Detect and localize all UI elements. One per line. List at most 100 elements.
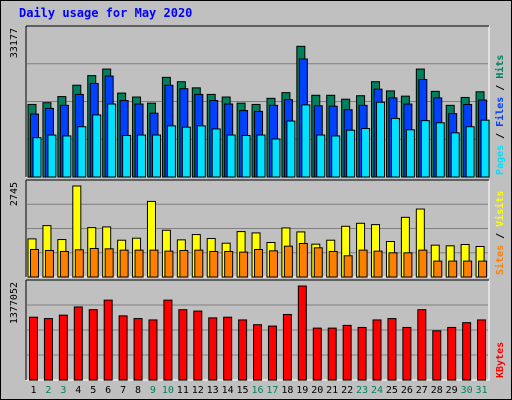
pages-bar	[211, 128, 221, 178]
ymax-label: 33177	[9, 28, 20, 58]
kbytes-bar	[43, 318, 53, 381]
day-label: 5	[90, 385, 96, 396]
kbytes-bar	[163, 299, 173, 381]
sites-bar	[59, 250, 69, 278]
sites-bar	[119, 249, 129, 278]
legend-separator: /	[495, 127, 506, 145]
sites-bar	[373, 250, 383, 278]
day-label: 21	[326, 385, 338, 396]
sites-bar	[343, 255, 353, 278]
kbytes-bar	[193, 310, 203, 381]
day-label: 19	[296, 385, 308, 396]
pages-bar	[77, 126, 87, 178]
day-label: 25	[386, 385, 398, 396]
pages-bar	[47, 134, 57, 178]
day-label: 18	[281, 385, 293, 396]
sites-bar	[179, 249, 189, 278]
kbytes-bar	[133, 318, 143, 381]
sites-bar	[209, 250, 219, 278]
kbytes-bar	[297, 285, 307, 381]
day-label: 23	[356, 385, 368, 396]
legend-separator: /	[495, 227, 506, 245]
sites-bar	[268, 250, 278, 278]
day-label: 3	[60, 385, 66, 396]
sites-bar	[149, 249, 159, 278]
kbytes-bar	[148, 319, 158, 381]
kbytes-bar	[253, 324, 263, 381]
day-label: 26	[401, 385, 413, 396]
sites-bar	[30, 248, 39, 278]
kbytes-bar	[73, 306, 83, 381]
kbytes-bar	[58, 314, 68, 381]
day-label: 9	[150, 385, 156, 396]
pages-bar	[405, 129, 415, 178]
kbytes-bar	[477, 319, 487, 381]
kbytes-bar	[118, 315, 128, 381]
legend: Pages / Files / Hits	[494, 55, 506, 175]
pages-bar	[390, 117, 400, 178]
sites-bar	[89, 247, 99, 278]
pages-bar	[62, 135, 72, 178]
legend-hits: Hits	[494, 55, 506, 79]
day-label: 16	[251, 385, 263, 396]
pages-bar	[301, 104, 311, 178]
kbytes-bar	[327, 327, 337, 381]
pages-bar	[435, 122, 445, 178]
sites-bar	[44, 249, 54, 278]
day-label: 24	[371, 385, 383, 396]
day-label: 11	[177, 385, 189, 396]
kbytes-bar	[417, 309, 427, 381]
kbytes-bar	[342, 324, 352, 381]
pages-bar	[376, 101, 386, 178]
legend: KBytes	[495, 342, 506, 378]
legend-pages: Pages	[495, 145, 506, 175]
day-label: 15	[237, 385, 249, 396]
pages-bar	[420, 120, 430, 178]
day-label: 13	[207, 385, 219, 396]
kbytes-bar	[387, 318, 397, 381]
pages-bar	[107, 103, 117, 178]
pages-bar	[226, 134, 236, 178]
sites-bar	[313, 247, 323, 278]
pages-bar	[137, 134, 147, 178]
ymax-label: 1377052	[9, 282, 20, 324]
chart-title: Daily usage for May 2020	[19, 6, 193, 20]
pages-bar	[32, 137, 42, 178]
day-label: 7	[120, 385, 126, 396]
kbytes-bar	[432, 330, 442, 381]
day-label: 30	[461, 385, 473, 396]
pages-bar	[465, 126, 475, 178]
pages-bar	[151, 134, 161, 178]
pages-bar	[271, 138, 281, 178]
sites-bar	[224, 250, 234, 278]
sites-bar	[134, 249, 144, 278]
day-label: 1	[30, 385, 36, 396]
kbytes-bar	[267, 325, 277, 381]
pages-bar	[122, 134, 132, 178]
day-label: 22	[341, 385, 353, 396]
sites-bar	[164, 250, 174, 278]
sites-bar	[298, 243, 308, 278]
pages-bar	[331, 135, 341, 178]
kbytes-bar	[103, 299, 113, 381]
sites-bar	[433, 260, 443, 278]
legend-separator: /	[495, 79, 506, 97]
pages-bar	[286, 120, 296, 178]
pages-bar	[480, 119, 490, 178]
day-label: 29	[446, 385, 458, 396]
day-label: 14	[222, 385, 234, 396]
pages-bar	[316, 134, 326, 178]
day-label: 6	[105, 385, 111, 396]
day-label: 17	[266, 385, 278, 396]
kbytes-bar	[357, 326, 367, 381]
sites-bar	[104, 248, 114, 278]
sites-bar	[328, 250, 338, 278]
pages-bar	[241, 134, 251, 178]
day-label: 27	[416, 385, 428, 396]
legend-files: Files	[494, 97, 506, 127]
kbytes-bar	[402, 326, 412, 381]
legend: Sites / Visits	[494, 191, 506, 275]
pages-bar	[346, 129, 356, 178]
